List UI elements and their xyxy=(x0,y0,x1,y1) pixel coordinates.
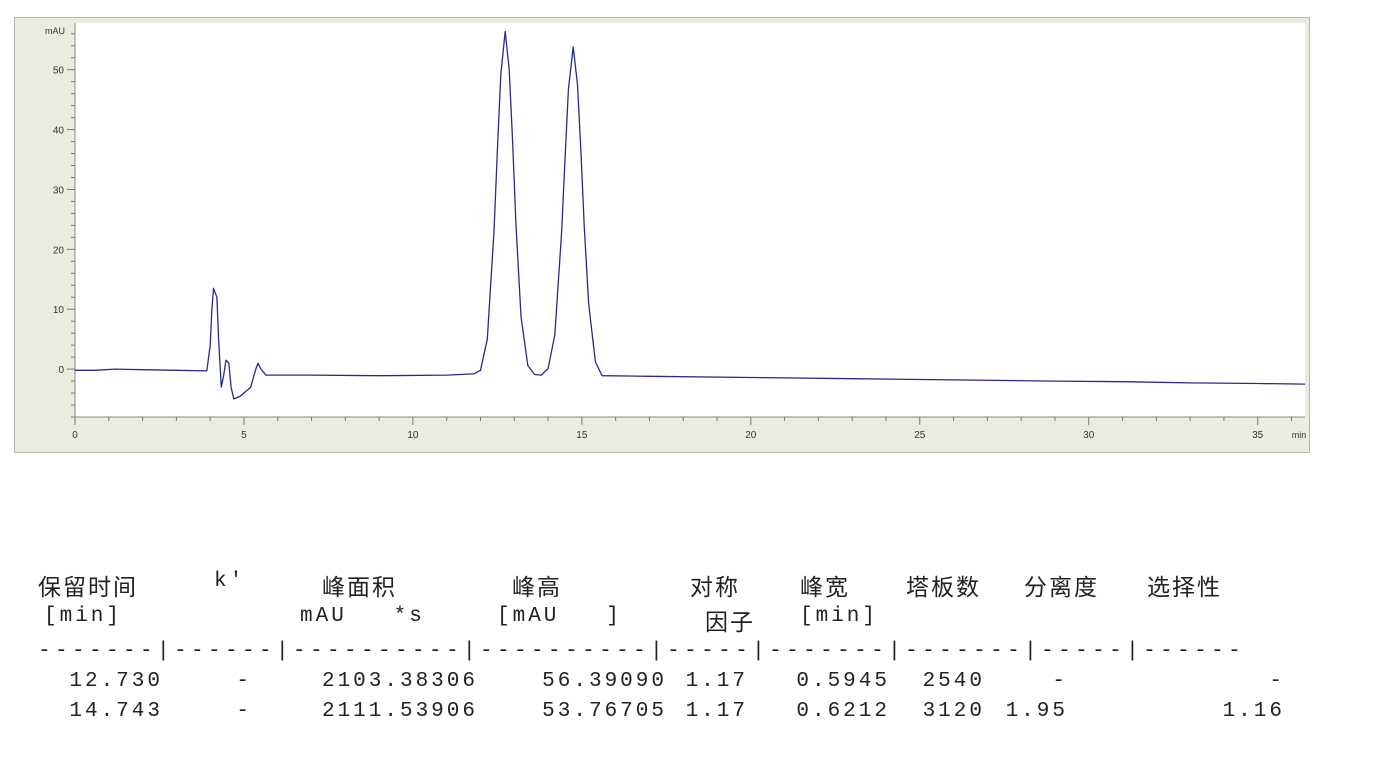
table-cell: 0.6212 xyxy=(796,700,890,723)
table-cell: 12.730 xyxy=(69,670,163,693)
table-cell: 1.16 xyxy=(1222,700,1285,723)
unit-symmetry: 因子 xyxy=(705,610,755,636)
table-cell: 2540 xyxy=(922,670,985,693)
table-cell: - xyxy=(236,670,252,693)
table-cell: 56.39090 xyxy=(542,670,667,693)
unit-width: [min] xyxy=(800,605,879,628)
table-cell: 3120 xyxy=(922,700,985,723)
table-cell: 2103.38306 xyxy=(321,670,478,693)
col-header-selectivity: 选择性 xyxy=(1147,575,1222,601)
table-separator: -------|------|----------|----------|---… xyxy=(38,640,1246,663)
x-tick-label: 15 xyxy=(576,430,588,441)
table-cell: 14.743 xyxy=(69,700,163,723)
y-tick-label: 10 xyxy=(53,305,65,316)
table-cell: 0.5945 xyxy=(796,670,890,693)
chromatogram-frame: 0 10 20 30 40 50 0 5 10 15 20 25 30 35 mAU min xyxy=(14,17,1310,453)
x-tick-label: 30 xyxy=(1083,430,1095,441)
y-tick-label: 40 xyxy=(53,126,65,137)
x-axis-label: min xyxy=(1292,430,1307,440)
x-tick-label: 35 xyxy=(1252,430,1264,441)
col-header-k: k' xyxy=(214,570,246,593)
chromatogram-plot: 0 10 20 30 40 50 0 5 10 15 20 25 30 35 mAU min xyxy=(45,23,1307,441)
y-tick-label: 20 xyxy=(53,245,65,256)
col-header-symmetry: 对称 xyxy=(690,575,740,601)
x-tick-label: 25 xyxy=(914,430,926,441)
col-header-width: 峰宽 xyxy=(800,575,850,601)
unit-height: [mAU ] xyxy=(497,605,622,628)
col-header-height: 峰高 xyxy=(512,575,562,601)
table-cell: 2111.53906 xyxy=(321,700,478,723)
x-tick-label: 5 xyxy=(241,430,247,441)
unit-area: mAU *s xyxy=(300,605,425,628)
col-header-resolution: 分离度 xyxy=(1024,575,1099,601)
x-tick-label: 10 xyxy=(407,430,419,441)
y-tick-label: 0 xyxy=(58,365,64,376)
plot-area xyxy=(75,23,1305,417)
table-cell: 1.95 xyxy=(1005,700,1068,723)
y-tick-label: 30 xyxy=(53,185,65,196)
col-header-area: 峰面积 xyxy=(322,575,397,601)
col-header-plates: 塔板数 xyxy=(906,575,981,601)
x-tick-label: 20 xyxy=(745,430,757,441)
table-cell: - xyxy=(1052,670,1068,693)
table-cell: - xyxy=(236,700,252,723)
col-header-retention-time: 保留时间 xyxy=(38,575,138,601)
y-tick-label: 50 xyxy=(53,66,65,77)
table-cell: 53.76705 xyxy=(542,700,667,723)
x-tick-label: 0 xyxy=(72,430,78,441)
table-cell: 1.17 xyxy=(685,670,748,693)
unit-retention-time: [min] xyxy=(44,605,123,628)
table-cell: - xyxy=(1269,670,1285,693)
chromatogram-trace xyxy=(75,30,1306,400)
y-axis-label: mAU xyxy=(45,26,65,36)
table-cell: 1.17 xyxy=(685,700,748,723)
